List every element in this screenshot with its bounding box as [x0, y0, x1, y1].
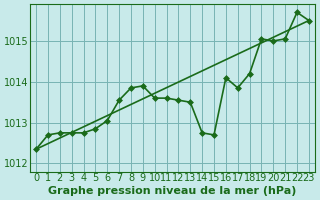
X-axis label: Graphe pression niveau de la mer (hPa): Graphe pression niveau de la mer (hPa): [48, 186, 297, 196]
